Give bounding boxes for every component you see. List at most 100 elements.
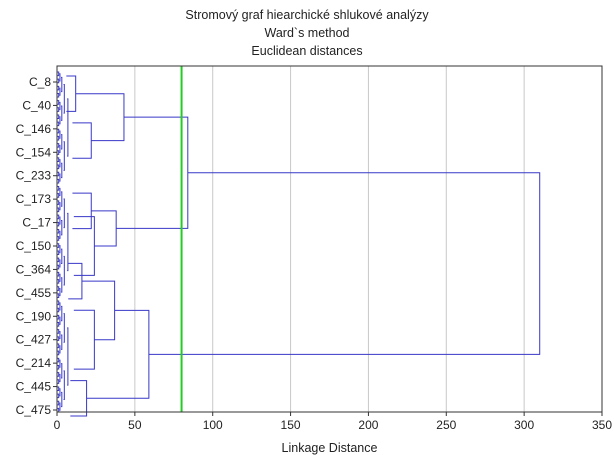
- leaf-merge: [63, 84, 65, 114]
- leaf-merge: [57, 250, 60, 256]
- leaf-merge: [57, 128, 60, 134]
- leaf-merge: [57, 407, 60, 413]
- leaf-merge: [59, 130, 61, 139]
- merge-bracket-c: [81, 280, 116, 341]
- leaf-merge: [57, 78, 60, 84]
- leaf-label: C_190: [16, 309, 52, 323]
- leaf-label: C_214: [16, 356, 52, 370]
- leaf-merge: [57, 393, 60, 399]
- leaf-merge: [61, 134, 63, 150]
- x-tick-label: 350: [592, 418, 612, 432]
- leaf-merge: [59, 144, 61, 154]
- leaf-label: C_40: [22, 98, 51, 112]
- leaf-merge: [59, 87, 61, 96]
- leaf-merge: [57, 372, 60, 377]
- leaf-merge: [57, 157, 60, 162]
- leaf-merge: [67, 327, 69, 386]
- leaf-merge: [57, 279, 60, 284]
- leaf-label: C_364: [16, 262, 52, 276]
- leaf-merge: [57, 336, 60, 341]
- leaf-merge: [59, 216, 61, 225]
- leaf-merge: [57, 221, 60, 227]
- x-tick-label: 50: [128, 418, 142, 432]
- leaf-merge: [57, 71, 60, 77]
- leaf-merge: [57, 293, 60, 298]
- dendrogram-tree: [57, 71, 541, 417]
- x-axis: 0 50 100 150 200 250 300 350: [54, 412, 612, 432]
- leaf-merge: [59, 373, 61, 383]
- merge-bracket-cd: [86, 309, 150, 399]
- leaf-merge: [59, 245, 61, 254]
- leaf-merge: [57, 193, 60, 198]
- chart-title-block: Stromový graf hiearchické shlukové analý…: [0, 6, 614, 60]
- leaf-merge: [59, 402, 61, 411]
- leaf-merge: [61, 76, 63, 93]
- leaf-merge: [57, 121, 60, 127]
- leaf-merge: [59, 345, 61, 354]
- leaf-merge: [59, 316, 61, 325]
- leaf-merge: [57, 214, 60, 220]
- x-tick-label: 0: [54, 418, 61, 432]
- merge-bracket-root: [148, 172, 541, 355]
- leaf-label: C_150: [16, 239, 52, 253]
- merge-bracket-d: [70, 380, 88, 417]
- leaf-merge: [61, 277, 63, 293]
- leaf-merge: [57, 357, 60, 363]
- leaf-merge: [57, 286, 60, 291]
- merge-bracket-b2: [73, 216, 95, 276]
- leaf-merge: [57, 379, 60, 384]
- leaf-merge: [59, 388, 61, 397]
- leaf-merge: [57, 307, 60, 313]
- merge-bracket-a1: [66, 75, 77, 112]
- merge-bracket-a2: [72, 122, 92, 159]
- leaf-merge: [57, 400, 60, 406]
- leaf-merge: [57, 243, 60, 248]
- leaf-merge: [57, 343, 60, 349]
- leaf-merge: [57, 135, 60, 141]
- leaf-merge: [57, 329, 60, 334]
- leaf-label: C_455: [16, 286, 52, 300]
- leaf-merge: [57, 257, 60, 263]
- leaf-merge: [61, 391, 63, 408]
- leaf-label: C_475: [16, 403, 52, 417]
- leaf-merge: [63, 370, 65, 400]
- chart-title: Stromový graf hiearchické shlukové analý…: [185, 8, 429, 22]
- leaf-merge: [59, 202, 61, 211]
- leaf-merge: [57, 164, 60, 170]
- leaf-merge: [59, 116, 61, 125]
- leaf-merge: [57, 207, 60, 213]
- leaf-label: C_173: [16, 192, 52, 206]
- chart-subtitle-method: Ward`s method: [264, 26, 350, 40]
- leaf-merge: [59, 73, 61, 82]
- leaf-merge: [57, 186, 60, 191]
- leaf-merge: [61, 191, 63, 207]
- leaf-label: C_233: [16, 169, 52, 183]
- leaf-merge: [57, 364, 60, 370]
- leaf-merge: [57, 300, 60, 306]
- leaf-merge: [57, 114, 60, 120]
- leaf-merge: [59, 259, 61, 268]
- leaf-merge: [57, 100, 60, 105]
- x-tick-label: 300: [514, 418, 534, 432]
- x-tick-label: 250: [436, 418, 456, 432]
- leaf-merge: [57, 178, 60, 184]
- leaf-merge: [63, 141, 65, 171]
- leaf-label: C_154: [16, 145, 52, 159]
- leaf-merge: [57, 200, 60, 205]
- leaf-merge: [61, 363, 63, 379]
- leaf-merge: [57, 92, 60, 98]
- leaf-merge: [61, 162, 63, 179]
- leaf-merge: [59, 230, 61, 239]
- merge-bracket-b: [91, 210, 117, 247]
- y-axis: C_8 C_40 C_146 C_154 C_233 C_173 C_17 C_150 C_36…: [16, 75, 57, 417]
- merge-bracket-c2: [73, 309, 95, 370]
- x-tick-label: 150: [281, 418, 301, 432]
- leaf-merge: [57, 228, 60, 234]
- leaf-merge: [57, 150, 60, 155]
- leaf-label: C_427: [16, 333, 52, 347]
- leaf-merge: [59, 359, 61, 368]
- leaf-merge: [57, 143, 60, 148]
- x-tick-label: 200: [358, 418, 378, 432]
- plot-frame: [56, 65, 603, 413]
